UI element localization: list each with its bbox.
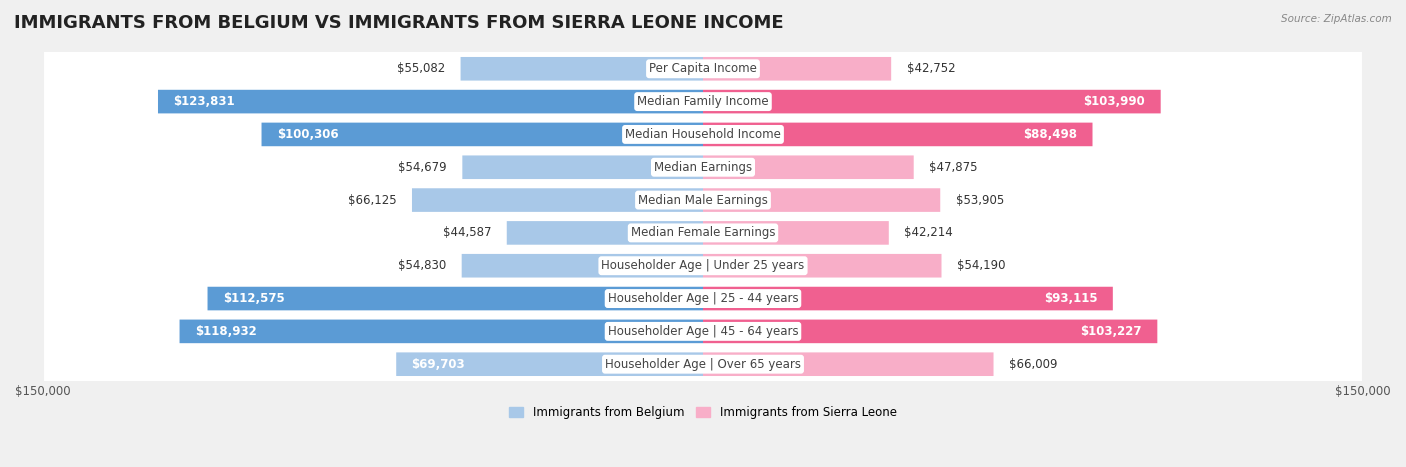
FancyBboxPatch shape (703, 123, 1092, 146)
FancyBboxPatch shape (44, 0, 1362, 467)
FancyBboxPatch shape (157, 90, 703, 113)
Text: $118,932: $118,932 (195, 325, 257, 338)
FancyBboxPatch shape (703, 221, 889, 245)
Text: $54,830: $54,830 (398, 259, 446, 272)
FancyBboxPatch shape (703, 57, 891, 81)
FancyBboxPatch shape (180, 319, 703, 343)
Text: $47,875: $47,875 (929, 161, 977, 174)
Text: Median Family Income: Median Family Income (637, 95, 769, 108)
Text: $100,306: $100,306 (277, 128, 339, 141)
FancyBboxPatch shape (703, 353, 994, 376)
Text: $55,082: $55,082 (396, 62, 446, 75)
Text: $54,679: $54,679 (398, 161, 447, 174)
Text: $66,009: $66,009 (1010, 358, 1057, 371)
FancyBboxPatch shape (412, 188, 703, 212)
Text: $103,990: $103,990 (1084, 95, 1146, 108)
Text: $103,227: $103,227 (1080, 325, 1142, 338)
FancyBboxPatch shape (703, 319, 1157, 343)
Text: Householder Age | Under 25 years: Householder Age | Under 25 years (602, 259, 804, 272)
Text: $42,214: $42,214 (904, 226, 953, 240)
FancyBboxPatch shape (461, 254, 703, 277)
Legend: Immigrants from Belgium, Immigrants from Sierra Leone: Immigrants from Belgium, Immigrants from… (505, 402, 901, 424)
Text: $42,752: $42,752 (907, 62, 955, 75)
FancyBboxPatch shape (44, 0, 1362, 467)
FancyBboxPatch shape (703, 156, 914, 179)
FancyBboxPatch shape (44, 0, 1362, 467)
FancyBboxPatch shape (396, 353, 703, 376)
Text: IMMIGRANTS FROM BELGIUM VS IMMIGRANTS FROM SIERRA LEONE INCOME: IMMIGRANTS FROM BELGIUM VS IMMIGRANTS FR… (14, 14, 783, 32)
FancyBboxPatch shape (44, 0, 1362, 467)
Text: Median Male Earnings: Median Male Earnings (638, 194, 768, 206)
FancyBboxPatch shape (44, 0, 1362, 467)
Text: Per Capita Income: Per Capita Income (650, 62, 756, 75)
FancyBboxPatch shape (208, 287, 703, 311)
Text: $93,115: $93,115 (1043, 292, 1098, 305)
FancyBboxPatch shape (44, 0, 1362, 467)
Text: $112,575: $112,575 (224, 292, 284, 305)
Text: $53,905: $53,905 (956, 194, 1004, 206)
Text: $66,125: $66,125 (347, 194, 396, 206)
FancyBboxPatch shape (44, 0, 1362, 467)
FancyBboxPatch shape (703, 188, 941, 212)
Text: Median Earnings: Median Earnings (654, 161, 752, 174)
Text: $69,703: $69,703 (412, 358, 465, 371)
FancyBboxPatch shape (44, 0, 1362, 467)
FancyBboxPatch shape (506, 221, 703, 245)
Text: $54,190: $54,190 (957, 259, 1005, 272)
Text: $44,587: $44,587 (443, 226, 491, 240)
FancyBboxPatch shape (262, 123, 703, 146)
FancyBboxPatch shape (703, 90, 1161, 113)
Text: $88,498: $88,498 (1024, 128, 1077, 141)
FancyBboxPatch shape (44, 0, 1362, 467)
Text: Median Household Income: Median Household Income (626, 128, 780, 141)
FancyBboxPatch shape (44, 0, 1362, 467)
Text: Householder Age | Over 65 years: Householder Age | Over 65 years (605, 358, 801, 371)
Text: Median Female Earnings: Median Female Earnings (631, 226, 775, 240)
Text: Householder Age | 45 - 64 years: Householder Age | 45 - 64 years (607, 325, 799, 338)
FancyBboxPatch shape (703, 287, 1112, 311)
Text: $123,831: $123,831 (173, 95, 235, 108)
FancyBboxPatch shape (463, 156, 703, 179)
FancyBboxPatch shape (461, 57, 703, 81)
Text: Source: ZipAtlas.com: Source: ZipAtlas.com (1281, 14, 1392, 24)
Text: Householder Age | 25 - 44 years: Householder Age | 25 - 44 years (607, 292, 799, 305)
FancyBboxPatch shape (703, 254, 942, 277)
